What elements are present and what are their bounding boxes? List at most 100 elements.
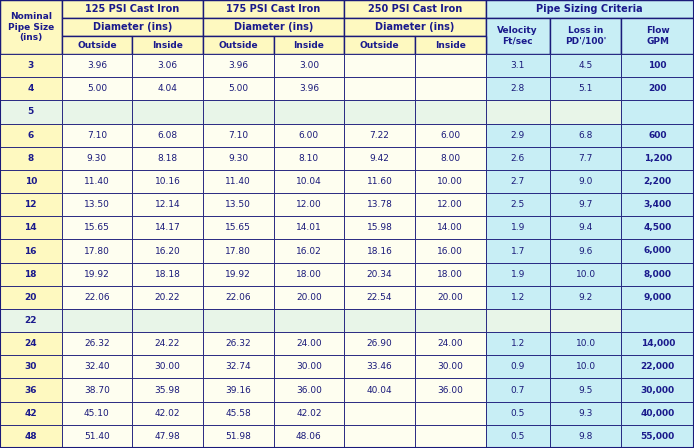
Bar bbox=[132, 263, 203, 286]
Text: 17.80: 17.80 bbox=[226, 246, 251, 255]
Bar bbox=[550, 263, 622, 286]
Bar bbox=[344, 0, 486, 18]
Bar bbox=[550, 54, 622, 77]
Bar bbox=[622, 425, 694, 448]
Bar bbox=[550, 425, 622, 448]
Bar bbox=[550, 193, 622, 216]
Bar bbox=[273, 239, 344, 263]
Text: Outside: Outside bbox=[77, 40, 117, 49]
Text: 9.2: 9.2 bbox=[579, 293, 593, 302]
Bar bbox=[132, 239, 203, 263]
Bar bbox=[132, 309, 203, 332]
Text: 15.98: 15.98 bbox=[366, 223, 393, 233]
Text: 2.5: 2.5 bbox=[511, 200, 525, 209]
Bar bbox=[62, 379, 132, 402]
Bar bbox=[344, 263, 415, 286]
Bar bbox=[203, 425, 273, 448]
Bar bbox=[486, 332, 550, 355]
Bar bbox=[203, 18, 344, 36]
Bar bbox=[132, 124, 203, 146]
Text: 0.7: 0.7 bbox=[511, 386, 525, 395]
Text: 18.00: 18.00 bbox=[296, 270, 322, 279]
Text: 16.02: 16.02 bbox=[296, 246, 322, 255]
Bar bbox=[415, 263, 486, 286]
Bar bbox=[415, 332, 486, 355]
Bar bbox=[622, 355, 694, 379]
Bar bbox=[273, 193, 344, 216]
Text: 26.32: 26.32 bbox=[226, 339, 251, 348]
Text: 14,000: 14,000 bbox=[641, 339, 675, 348]
Bar bbox=[415, 170, 486, 193]
Bar bbox=[415, 77, 486, 100]
Bar bbox=[132, 193, 203, 216]
Text: 16.20: 16.20 bbox=[155, 246, 180, 255]
Text: Inside: Inside bbox=[294, 40, 324, 49]
Text: 6.08: 6.08 bbox=[158, 131, 178, 140]
Bar bbox=[550, 18, 622, 54]
Bar bbox=[62, 355, 132, 379]
Text: 0.5: 0.5 bbox=[511, 432, 525, 441]
Text: 1.2: 1.2 bbox=[511, 293, 525, 302]
Text: 4: 4 bbox=[28, 84, 34, 93]
Bar bbox=[622, 239, 694, 263]
Bar bbox=[62, 263, 132, 286]
Text: 9.30: 9.30 bbox=[87, 154, 107, 163]
Bar bbox=[132, 146, 203, 170]
Bar bbox=[132, 100, 203, 124]
Bar bbox=[486, 239, 550, 263]
Text: 22.54: 22.54 bbox=[367, 293, 392, 302]
Bar bbox=[622, 146, 694, 170]
Bar bbox=[62, 18, 203, 36]
Bar bbox=[62, 216, 132, 239]
Bar bbox=[486, 18, 550, 54]
Bar bbox=[62, 124, 132, 146]
Bar bbox=[486, 124, 550, 146]
Text: 5.00: 5.00 bbox=[228, 84, 248, 93]
Text: 20.00: 20.00 bbox=[437, 293, 463, 302]
Text: 32.74: 32.74 bbox=[226, 362, 251, 371]
Bar bbox=[415, 124, 486, 146]
Text: 55,000: 55,000 bbox=[641, 432, 675, 441]
Text: 36.00: 36.00 bbox=[437, 386, 463, 395]
Text: 3.96: 3.96 bbox=[87, 61, 107, 70]
Bar bbox=[203, 216, 273, 239]
Bar bbox=[203, 355, 273, 379]
Bar bbox=[273, 146, 344, 170]
Text: 15.65: 15.65 bbox=[226, 223, 251, 233]
Text: 17.80: 17.80 bbox=[84, 246, 110, 255]
Text: 10.0: 10.0 bbox=[575, 362, 595, 371]
Text: 8: 8 bbox=[28, 154, 34, 163]
Text: 200: 200 bbox=[648, 84, 667, 93]
Text: 19.92: 19.92 bbox=[226, 270, 251, 279]
Bar bbox=[415, 216, 486, 239]
Bar bbox=[344, 170, 415, 193]
Bar bbox=[486, 146, 550, 170]
Bar bbox=[273, 379, 344, 402]
Text: 36: 36 bbox=[24, 386, 37, 395]
Bar bbox=[622, 286, 694, 309]
Text: 19.92: 19.92 bbox=[84, 270, 110, 279]
Text: 6: 6 bbox=[28, 131, 34, 140]
Bar bbox=[203, 309, 273, 332]
Bar bbox=[344, 239, 415, 263]
Text: 40.04: 40.04 bbox=[366, 386, 392, 395]
Text: 30.00: 30.00 bbox=[437, 362, 463, 371]
Text: 51.98: 51.98 bbox=[226, 432, 251, 441]
Bar bbox=[486, 402, 550, 425]
Bar bbox=[622, 77, 694, 100]
Text: 20.22: 20.22 bbox=[155, 293, 180, 302]
Bar bbox=[273, 332, 344, 355]
Text: 3,400: 3,400 bbox=[643, 200, 672, 209]
Bar bbox=[622, 309, 694, 332]
Text: Inside: Inside bbox=[435, 40, 466, 49]
Text: 35.98: 35.98 bbox=[155, 386, 180, 395]
Text: 30.00: 30.00 bbox=[155, 362, 180, 371]
Text: 8,000: 8,000 bbox=[644, 270, 672, 279]
Text: Loss in
PD'/100': Loss in PD'/100' bbox=[565, 26, 607, 46]
Text: 24.00: 24.00 bbox=[437, 339, 463, 348]
Text: 38.70: 38.70 bbox=[84, 386, 110, 395]
Bar bbox=[415, 309, 486, 332]
Bar bbox=[486, 100, 550, 124]
Text: Diameter (ins): Diameter (ins) bbox=[375, 22, 455, 32]
Bar bbox=[203, 0, 344, 18]
